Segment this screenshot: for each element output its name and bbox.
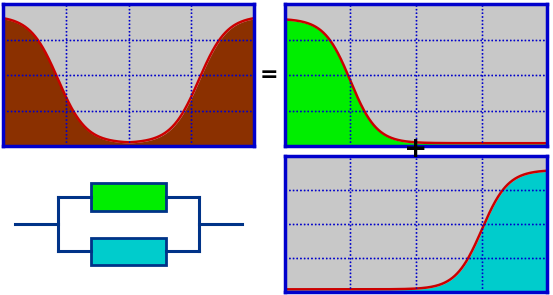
Text: =: = [260, 65, 279, 85]
FancyBboxPatch shape [91, 183, 166, 211]
FancyBboxPatch shape [91, 238, 166, 265]
Text: +: + [404, 135, 427, 163]
